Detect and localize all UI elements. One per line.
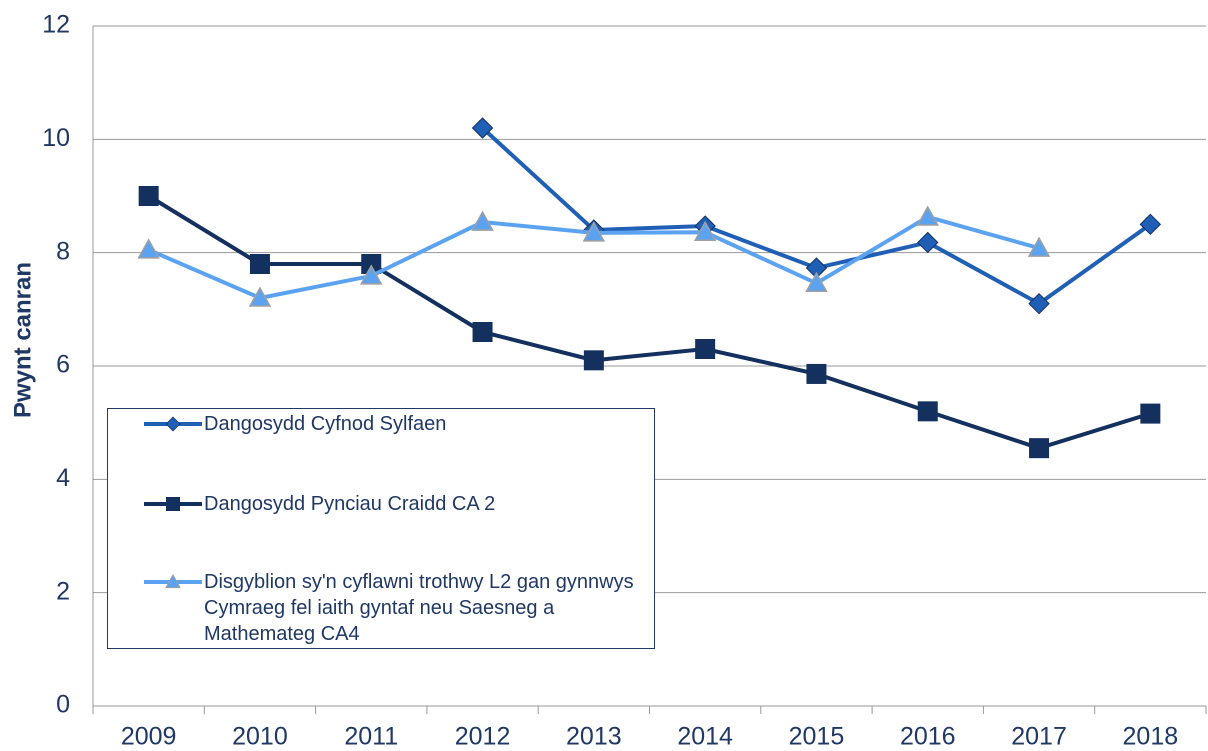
marker: [1140, 403, 1161, 424]
legend-label: Dangosydd Cyfnod Sylfaen: [204, 413, 447, 435]
x-tick-label: 2009: [121, 723, 177, 751]
y-axis-label: Pwynt canran: [9, 262, 36, 418]
legend-swatch: [144, 416, 202, 432]
marker: [137, 238, 160, 259]
y-tick-label: 10: [42, 124, 70, 152]
series-line: [147, 194, 1151, 451]
marker: [1027, 236, 1051, 257]
x-tick-label: 2010: [232, 723, 288, 751]
marker: [693, 220, 717, 242]
marker: [582, 221, 606, 242]
x-tick-label: 2013: [566, 723, 622, 751]
x-tick-label: 2014: [677, 723, 733, 751]
legend-swatch: [144, 497, 202, 511]
marker: [917, 231, 939, 254]
marker: [165, 416, 181, 432]
marker: [248, 286, 272, 307]
marker: [806, 363, 827, 384]
y-tick-label: 12: [42, 11, 70, 39]
marker: [583, 350, 604, 371]
marker: [166, 497, 180, 511]
marker: [165, 573, 181, 589]
marker: [1029, 438, 1050, 459]
marker: [805, 271, 828, 293]
y-tick-label: 0: [56, 691, 70, 719]
y-tick-label: 6: [56, 351, 70, 379]
marker: [1139, 213, 1162, 236]
legend-swatch: [144, 573, 202, 589]
marker: [917, 401, 938, 422]
marker: [916, 205, 940, 226]
marker: [361, 254, 382, 274]
legend-entry: Disgyblion sy'n cyflawni trothwy L2 gan …: [108, 569, 654, 647]
legend: Dangosydd Cyfnod Sylfaen Dangosydd Pyncia…: [107, 408, 655, 649]
x-tick-label: 2017: [1011, 723, 1067, 751]
marker: [472, 322, 493, 342]
marker: [1028, 292, 1050, 315]
marker: [138, 186, 159, 206]
x-tick-label: 2012: [455, 723, 511, 751]
marker: [695, 339, 716, 359]
x-tick-label: 2011: [344, 723, 398, 751]
legend-entry: Dangosydd Pynciau Craidd CA 2: [108, 491, 654, 517]
marker: [359, 264, 383, 285]
x-tick-label: 2018: [1123, 723, 1179, 751]
legend-entry: Dangosydd Cyfnod Sylfaen: [108, 411, 654, 437]
y-tick-label: 4: [56, 464, 70, 492]
y-tick-label: 2: [56, 577, 70, 605]
y-tick-label: 8: [56, 237, 70, 265]
x-tick-label: 2015: [789, 723, 845, 751]
legend-label: Dangosydd Pynciau Craidd CA 2: [204, 493, 496, 515]
legend-label: Disgyblion sy'n cyflawni trothwy L2 gan …: [204, 571, 634, 645]
marker: [471, 210, 494, 231]
marker: [471, 117, 494, 139]
marker: [249, 254, 270, 274]
x-tick-label: 2016: [900, 723, 956, 751]
